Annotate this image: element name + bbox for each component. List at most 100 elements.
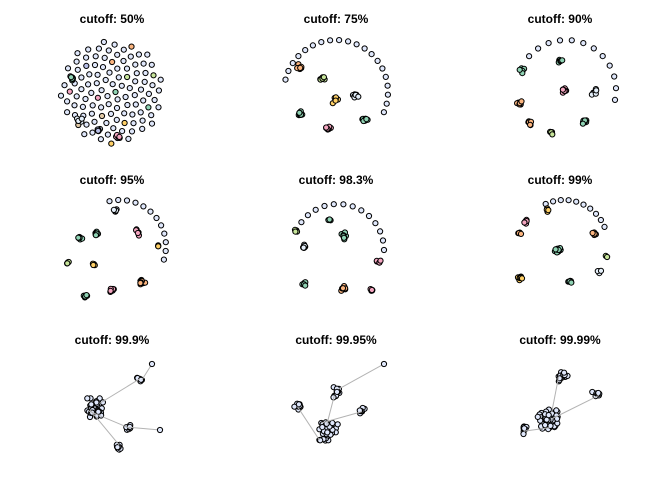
network-edge (99, 378, 141, 404)
network-node (83, 292, 90, 299)
network-node (161, 230, 168, 237)
network-node (114, 444, 121, 451)
network-node (95, 45, 103, 52)
network-node (119, 128, 126, 135)
network-node (380, 360, 388, 368)
network-node (107, 287, 114, 294)
network-node (379, 65, 386, 72)
network-node (128, 43, 135, 50)
network-node (133, 70, 140, 77)
network-node (321, 202, 328, 210)
network-node (120, 57, 127, 65)
network-node (383, 100, 390, 107)
network-node (323, 124, 330, 131)
network-node (64, 260, 71, 267)
network-node (92, 232, 100, 239)
network-node (97, 136, 105, 143)
network-node (64, 98, 71, 105)
network-node (309, 42, 316, 49)
network-node (126, 85, 133, 92)
network-node (88, 401, 95, 408)
network-node (349, 203, 356, 210)
network-node (565, 197, 572, 204)
network-node (580, 201, 587, 208)
network-node (326, 216, 333, 223)
network-node (589, 229, 596, 237)
network-node (83, 121, 90, 128)
network-node (78, 86, 85, 93)
network-node (85, 46, 92, 53)
network-node (124, 101, 131, 109)
network-node (521, 425, 528, 432)
network-node (147, 208, 154, 215)
network-node (593, 87, 600, 94)
network-node (590, 45, 597, 52)
network-node (139, 125, 146, 132)
network-node (134, 229, 141, 237)
network-node (339, 285, 347, 292)
network-node (149, 82, 156, 89)
network-node (93, 80, 100, 87)
network-node (155, 104, 162, 111)
network-node (361, 45, 368, 52)
network-node (327, 37, 334, 44)
network-node (106, 69, 113, 76)
panel-5-title: cutoff: 98.3% (299, 173, 374, 187)
network-node (148, 360, 156, 368)
network-node (368, 286, 375, 294)
network-node (102, 76, 109, 84)
panel-6-network (514, 197, 611, 286)
network-node (157, 76, 164, 83)
network-node (118, 82, 125, 89)
network-node (88, 110, 96, 117)
network-node (298, 219, 305, 226)
network-node (128, 128, 136, 135)
network-node (300, 244, 307, 251)
network-node (358, 207, 365, 214)
network-edge (297, 406, 320, 441)
network-node (94, 71, 101, 78)
network-node (312, 206, 319, 213)
network-node (109, 81, 116, 88)
network-node (380, 246, 388, 254)
network-node (121, 119, 128, 127)
panel-9-title: cutoff: 99.99% (519, 333, 601, 347)
network-node (137, 279, 144, 287)
network-node (285, 67, 292, 75)
network-node (289, 60, 296, 67)
network-node (95, 408, 102, 415)
network-node (110, 206, 118, 213)
network-node (320, 74, 327, 81)
panel-3-title: cutoff: 90% (528, 12, 593, 26)
network-node (140, 60, 147, 67)
network-edge (326, 395, 335, 425)
network-node (103, 119, 110, 127)
network-node (517, 230, 525, 237)
network-node (64, 65, 72, 72)
network-node (296, 109, 303, 116)
network-node (137, 109, 144, 116)
network-node (158, 222, 165, 229)
network-node (123, 65, 131, 72)
network-node (580, 40, 587, 47)
network-node (552, 246, 559, 253)
network-node (604, 253, 611, 261)
panel-2-title: cutoff: 75% (304, 12, 369, 26)
network-node (150, 72, 157, 79)
network-node (160, 256, 167, 263)
panel-7-network (84, 360, 164, 453)
network-node (135, 51, 142, 58)
network-node (595, 389, 602, 397)
network-node (292, 228, 299, 235)
network-node (125, 135, 132, 142)
network-node (68, 74, 75, 81)
network-node (108, 140, 115, 147)
network-node (518, 275, 526, 282)
network-node (363, 116, 370, 123)
network-node (153, 214, 160, 222)
network-node (132, 101, 139, 108)
network-node (355, 93, 362, 100)
network-node (318, 39, 325, 46)
network-node (144, 51, 151, 58)
